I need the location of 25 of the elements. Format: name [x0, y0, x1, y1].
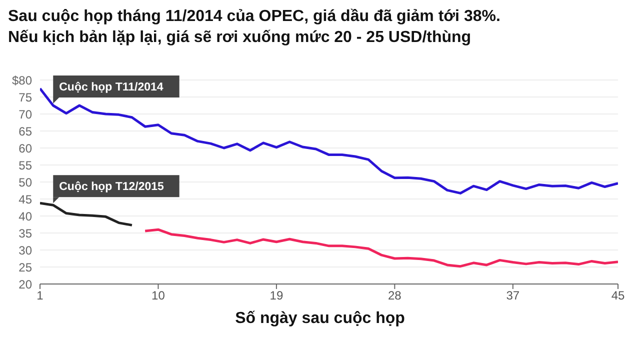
- x-axis-title: Số ngày sau cuộc họp: [234, 310, 406, 328]
- y-tick-label: 20: [18, 277, 32, 292]
- x-tick-label: 28: [388, 288, 402, 303]
- x-tick-label: 19: [270, 288, 284, 303]
- y-tick-label: 60: [18, 141, 32, 156]
- line-series: [40, 202, 134, 226]
- series-label: Cuộc họp T11/2014: [59, 82, 164, 94]
- chart-title: Sau cuộc họp tháng 11/2014 của OPEC, giá dầu đã giảm tới 38%. Nếu kịch bản lặp lại, giá sẽ rơi xuống mức 20 - 25 USD/thùng: [8, 7, 502, 48]
- y-tick-label: 65: [18, 124, 32, 138]
- y-tick-label: 50: [18, 175, 32, 190]
- y-tick-label: 30: [18, 243, 32, 258]
- x-tick-label: 45: [611, 288, 625, 303]
- line-series: [144, 228, 618, 268]
- y-tick-label: 45: [18, 192, 32, 206]
- y-tick-label: 75: [18, 90, 32, 104]
- y-tick-label: 25: [18, 260, 32, 274]
- x-tick-label: 37: [506, 288, 520, 303]
- x-tick-label: 1: [36, 288, 44, 303]
- y-tick-label: 70: [18, 107, 32, 122]
- x-tick-label: 10: [152, 288, 166, 303]
- series-label: Cuộc họp T12/2015: [59, 181, 165, 194]
- y-tick-label: 40: [18, 209, 32, 224]
- y-tick-label: 35: [18, 226, 32, 240]
- y-tick-label: $80: [12, 73, 32, 88]
- y-tick-label: 55: [18, 158, 32, 172]
